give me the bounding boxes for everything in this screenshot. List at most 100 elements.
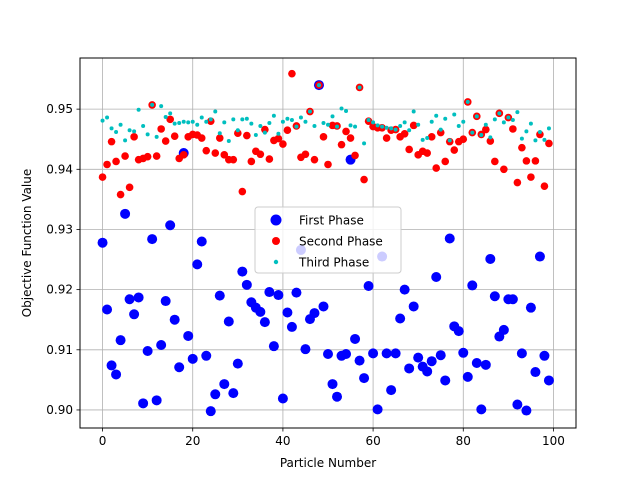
data-point [456,123,461,128]
data-point [160,296,171,307]
data-point [199,115,204,120]
data-point [231,117,236,122]
data-point [136,107,141,112]
data-point [432,164,441,172]
data-point [479,133,484,138]
data-point [301,150,310,159]
data-point [488,135,493,140]
data-point [515,110,520,115]
data-point [121,152,129,160]
data-point [344,108,349,113]
data-point [327,379,338,390]
data-point [440,375,451,386]
data-point [470,130,475,135]
data-point [291,287,302,298]
data-point [362,141,367,146]
data-point [398,123,403,128]
data-point [214,290,225,301]
data-point [289,117,294,122]
data-point [372,404,383,415]
data-point [393,127,398,132]
data-point [259,317,270,328]
data-point [316,83,321,88]
data-point [360,175,368,184]
data-point [506,115,511,120]
data-point [422,366,433,377]
data-point [298,115,303,120]
data-point [363,281,374,292]
data-point [471,358,482,369]
data-point [219,379,230,390]
data-point [335,124,340,129]
data-point [237,266,248,277]
data-point [213,109,218,114]
data-point [459,135,468,144]
data-point [204,119,209,124]
data-point [408,301,419,312]
data-point [382,134,391,142]
data-point [118,122,123,127]
data-point [107,137,116,146]
data-point [530,367,541,378]
data-point [114,130,119,134]
data-point [452,112,457,117]
data-point [100,118,105,123]
data-point [264,287,275,298]
data-point [147,234,158,245]
data-point [138,398,149,409]
data-point [351,151,359,160]
legend-label-first-phase: First Phase [299,214,364,228]
data-point [534,251,545,262]
series-0 [97,80,554,417]
data-point [170,132,179,141]
data-point [123,138,128,143]
data-point [512,399,523,410]
data-point [321,120,326,125]
data-point [294,124,299,129]
data-point [258,123,263,128]
data-point [332,391,343,402]
y-tick-label: 0.95 [46,102,73,116]
data-point [181,119,186,124]
data-point [427,133,436,141]
data-point [489,291,500,302]
y-tick-label: 0.90 [46,403,73,417]
data-point [169,314,180,325]
data-point [125,183,134,192]
data-point [165,220,176,231]
data-point [318,301,329,312]
data-point [235,128,240,133]
data-point [255,306,266,317]
data-point [267,120,272,125]
data-point [330,114,335,119]
data-point [282,307,293,318]
data-point [150,102,155,107]
data-point [386,385,397,396]
data-point [411,109,416,114]
y-axis-label: Objective Function Value [20,169,34,318]
data-point [491,157,499,166]
data-point [279,140,287,148]
data-point [545,139,553,148]
data-point [405,145,413,154]
data-point [103,160,111,169]
data-point [186,120,191,125]
axis-ticks: 0 20 40 60 80 100 0.90 0.91 0.92 0.93 0.94 0.95 [46,102,565,448]
data-point [205,406,216,417]
data-point [434,113,439,118]
data-point [431,271,442,282]
data-point [354,355,365,366]
data-point [303,119,308,124]
data-point [390,348,401,359]
legend-label-third-phase: Third Phase [298,256,369,270]
data-point [485,253,496,264]
data-point [458,347,469,358]
data-point [404,363,415,374]
data-point [277,393,288,404]
plot-frame [79,57,577,429]
data-point [247,157,256,166]
data-point [509,125,517,133]
legend-box [254,206,402,274]
data-point [232,358,243,369]
data-point [348,123,353,128]
